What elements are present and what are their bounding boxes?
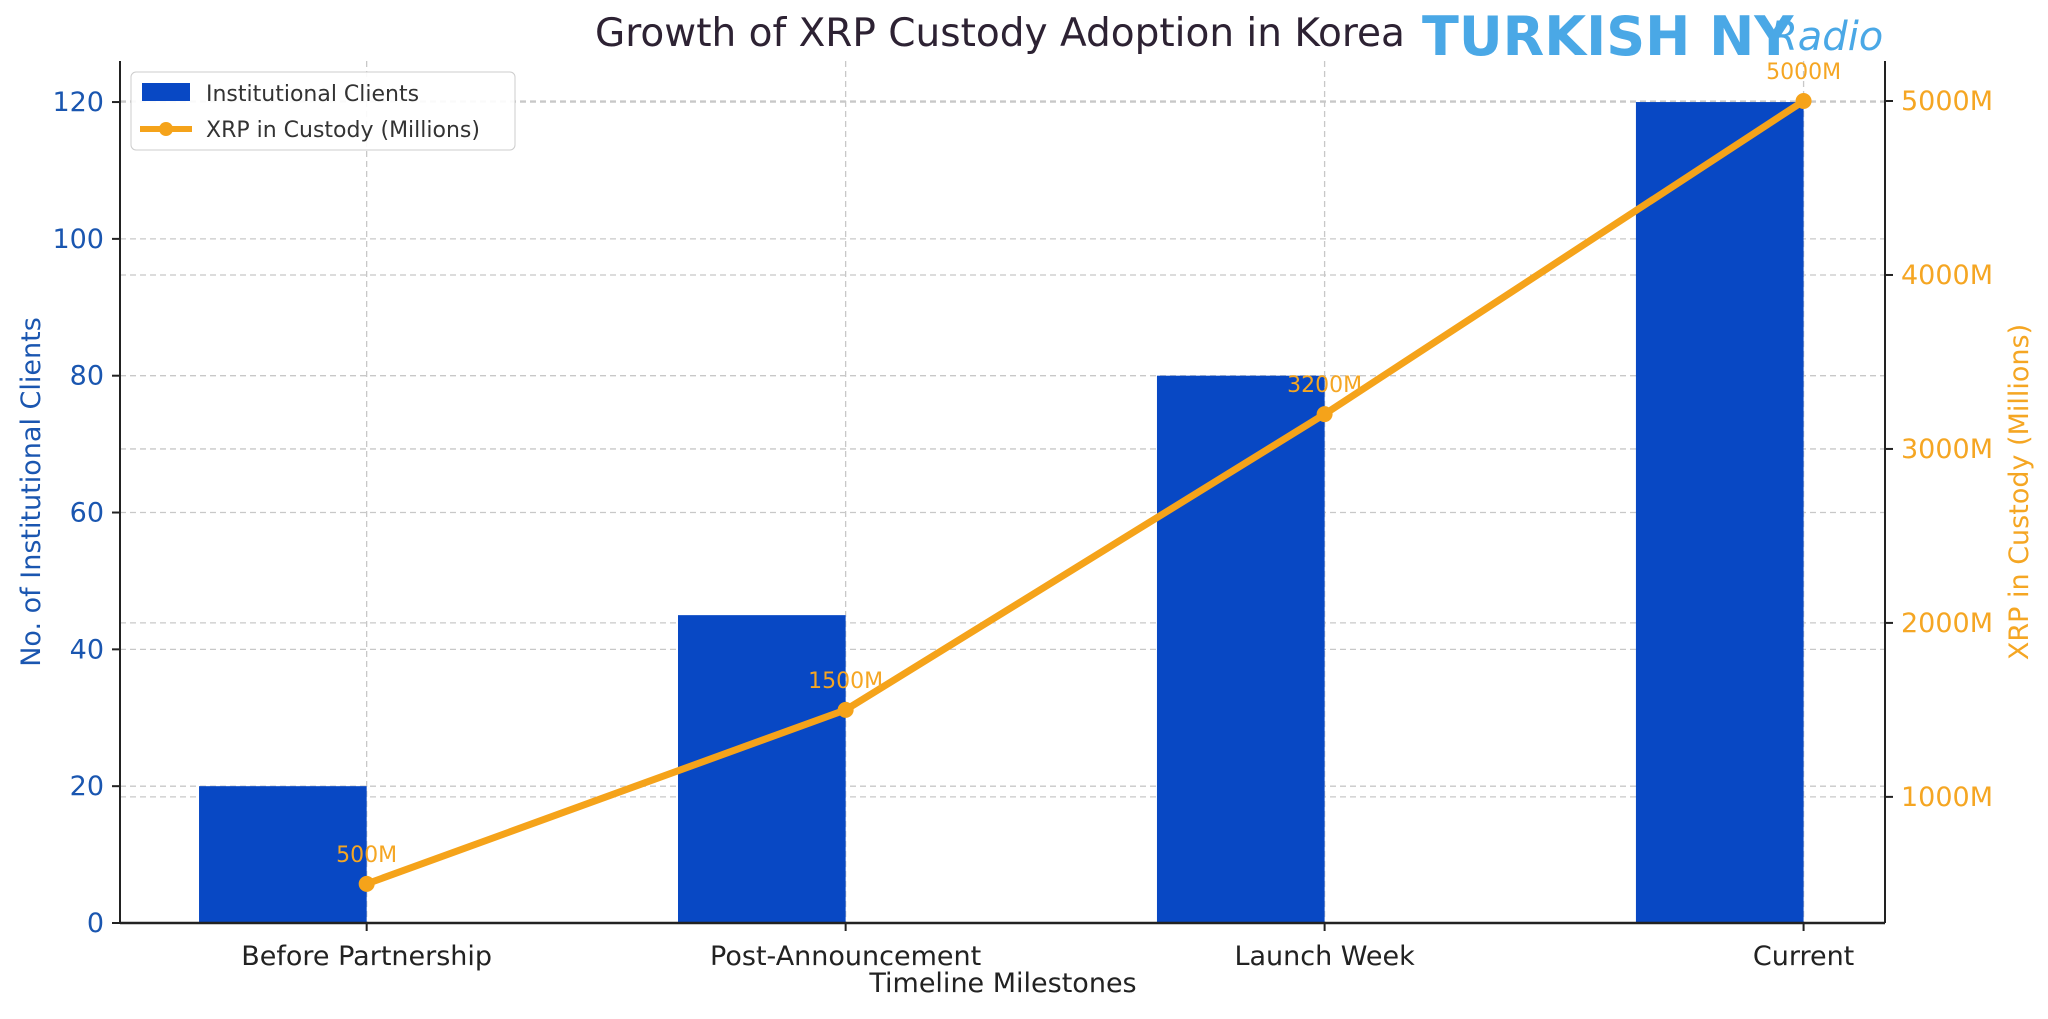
left-tick-label: 100 bbox=[52, 224, 104, 255]
x-tick-label: Current bbox=[1753, 941, 1854, 972]
right-tick-label: 3000M bbox=[1901, 434, 1993, 465]
data-label: 500M bbox=[336, 843, 397, 868]
x-axis-label: Timeline Milestones bbox=[868, 968, 1136, 999]
right-axis-label: XRP in Custody (Millions) bbox=[2004, 324, 2035, 660]
left-tick-label: 120 bbox=[52, 87, 104, 118]
left-tick-label: 0 bbox=[87, 908, 104, 939]
axes: 0 20 40 60 80 100 120 1000M 2000M 3000M 4000M 5000M… bbox=[52, 61, 1993, 972]
right-tick-label: 4000M bbox=[1901, 260, 1993, 291]
left-tick-label: 60 bbox=[70, 498, 104, 529]
left-tick-label: 40 bbox=[70, 634, 104, 665]
legend-label-bars: Institutional Clients bbox=[206, 82, 419, 107]
left-tick-label: 80 bbox=[70, 361, 104, 392]
line-point bbox=[837, 701, 854, 718]
right-tick-label: 2000M bbox=[1901, 608, 1993, 639]
legend: Institutional Clients XRP in Custody (Mi… bbox=[130, 71, 516, 151]
legend-swatch-bar bbox=[142, 83, 190, 101]
legend-box bbox=[130, 71, 516, 151]
left-axis-label: No. of Institutional Clients bbox=[16, 317, 47, 667]
x-tick-label: Post-Announcement bbox=[710, 941, 981, 972]
data-label: 3200M bbox=[1287, 373, 1362, 398]
left-tick-label: 20 bbox=[70, 771, 104, 802]
line-path bbox=[365, 98, 1806, 888]
grid bbox=[120, 61, 1885, 924]
legend-label-line: XRP in Custody (Millions) bbox=[206, 118, 480, 143]
bar bbox=[1156, 375, 1325, 923]
data-label: 1500M bbox=[808, 669, 883, 694]
watermark-logo: TURKISH NY Radio bbox=[1422, 5, 1883, 68]
legend-swatch-marker bbox=[159, 122, 173, 136]
watermark-script: Radio bbox=[1770, 14, 1883, 60]
line-point bbox=[1316, 406, 1333, 423]
bar bbox=[1635, 102, 1804, 924]
line-point bbox=[1795, 93, 1812, 110]
line-point bbox=[358, 875, 375, 892]
x-tick-label: Launch Week bbox=[1234, 941, 1415, 972]
bar bbox=[199, 786, 367, 923]
line-series bbox=[358, 93, 1812, 892]
data-label: 5000M bbox=[1766, 60, 1841, 85]
x-tick-label: Before Partnership bbox=[241, 941, 492, 972]
data-labels: 500M 1500M 3200M 5000M bbox=[336, 60, 1841, 868]
watermark-text: TURKISH NY bbox=[1422, 5, 1794, 68]
right-tick-label: 1000M bbox=[1901, 782, 1993, 813]
right-tick-label: 5000M bbox=[1901, 86, 1993, 117]
chart-title: Growth of XRP Custody Adoption in Korea bbox=[595, 11, 1405, 56]
bar bbox=[677, 615, 846, 923]
